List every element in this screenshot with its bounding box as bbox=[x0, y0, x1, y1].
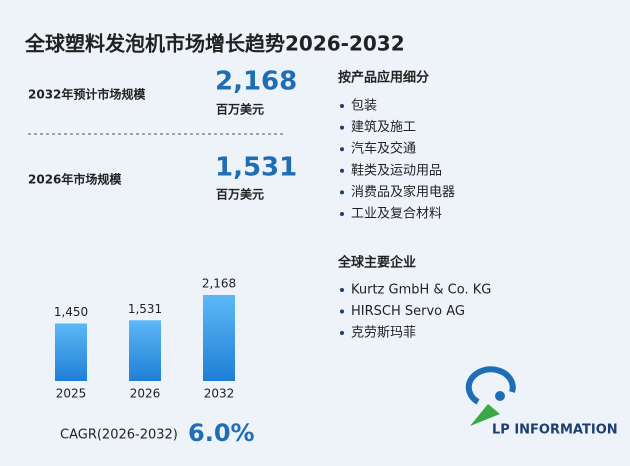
cagr-value: 6.0% bbox=[188, 419, 255, 447]
value-label: 2,168 bbox=[202, 277, 236, 291]
list-item: 鞋类及运动用品 bbox=[351, 162, 442, 178]
bullet bbox=[340, 147, 344, 152]
list-item: Kurtz GmbH & Co. KG bbox=[351, 283, 491, 298]
list-item: 消费品及家用电器 bbox=[351, 184, 455, 200]
bar bbox=[129, 320, 161, 381]
cagr-label: CAGR(2026-2032) bbox=[60, 428, 178, 443]
list-item: 工业及复合材料 bbox=[351, 207, 442, 222]
list-item: 克劳斯玛菲 bbox=[351, 325, 416, 341]
bar bbox=[203, 295, 235, 381]
bullet bbox=[340, 212, 344, 216]
value-label: 1,450 bbox=[54, 305, 88, 319]
stat-label: 2026年市场规模 bbox=[28, 172, 122, 187]
list-item: 建筑及施工 bbox=[351, 119, 416, 135]
bullet bbox=[340, 190, 344, 195]
bullet bbox=[340, 168, 344, 173]
bullet bbox=[340, 125, 344, 130]
section-title: 按产品应用细分 bbox=[338, 70, 429, 86]
list-item: 汽车及交通 bbox=[351, 141, 416, 157]
list-item: HIRSCH Servo AG bbox=[351, 304, 465, 319]
logo-arc bbox=[465, 366, 516, 405]
stat-value: 1,531 bbox=[215, 153, 297, 183]
logo-dot bbox=[495, 391, 505, 401]
logo-leaf bbox=[470, 404, 500, 426]
logo: LP INFORMATION bbox=[465, 366, 618, 438]
logo-text: LP INFORMATION bbox=[492, 423, 618, 438]
stat-unit: 百万美元 bbox=[216, 102, 264, 117]
stat-label: 2032年预计市场规模 bbox=[28, 87, 146, 102]
stat-unit: 百万美元 bbox=[216, 187, 264, 202]
stat-value: 2,168 bbox=[215, 67, 297, 97]
list-item: 包装 bbox=[351, 99, 377, 114]
x-tick-label: 2032 bbox=[204, 387, 235, 401]
bullet bbox=[340, 288, 344, 292]
bullet bbox=[340, 309, 344, 314]
bar bbox=[55, 323, 87, 381]
value-label: 1,531 bbox=[128, 302, 162, 316]
section-title: 全球主要企业 bbox=[337, 255, 416, 271]
bullet bbox=[340, 331, 344, 335]
title: 全球塑料发泡机市场增长趋势2026-2032 bbox=[24, 32, 405, 56]
bullet bbox=[340, 104, 344, 108]
x-tick-label: 2025 bbox=[56, 387, 87, 401]
x-tick-label: 2026 bbox=[130, 387, 161, 401]
